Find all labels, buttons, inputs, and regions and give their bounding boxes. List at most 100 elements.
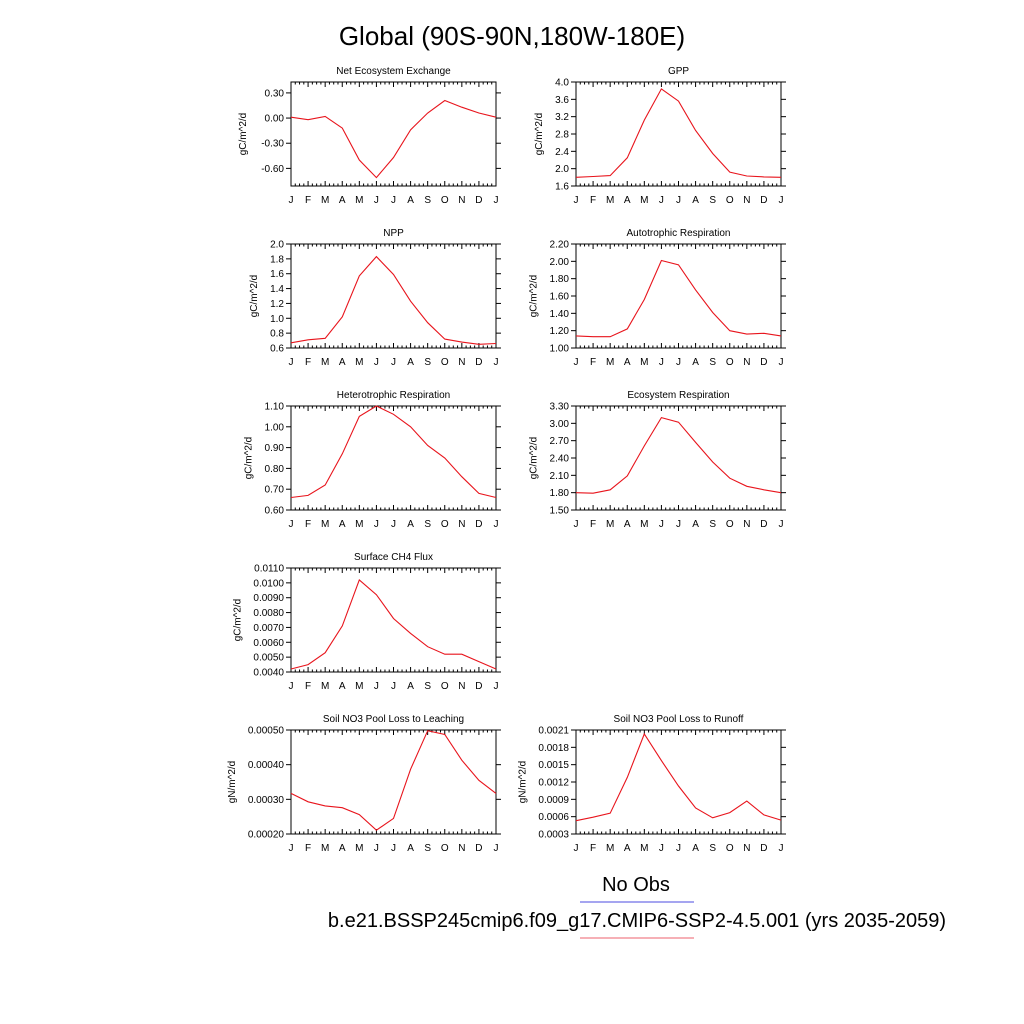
y-tick-label: 1.6 [270,269,284,280]
x-tick-label: A [692,195,699,206]
x-tick-label: M [355,843,363,854]
x-tick-label: M [321,357,329,368]
x-tick-label: N [458,357,465,368]
x-tick-label: F [305,519,311,530]
panel-title: Ecosystem Respiration [627,390,729,401]
x-tick-label: A [692,519,699,530]
y-tick-label: 0.0100 [253,578,284,589]
x-tick-label: D [475,681,482,692]
x-tick-label: J [779,357,784,368]
x-tick-label: J [659,195,664,206]
series-line [290,730,497,831]
x-tick-label: N [743,843,750,854]
figure-title: Global (90S-90N,180W-180E) [339,21,685,51]
x-tick-label: A [624,519,631,530]
panel-title: Soil NO3 Pool Loss to Leaching [323,714,464,725]
series-line [290,255,497,345]
plot-frame [290,405,497,511]
x-tick-label: J [659,843,664,854]
x-tick-label: F [590,195,596,206]
x-tick-label: J [779,195,784,206]
y-tick-label: 1.4 [270,284,284,295]
x-tick-label: J [391,681,396,692]
y-tick-label: 1.00 [550,344,570,355]
x-tick-label: M [355,357,363,368]
y-tick-label: 0.00040 [248,760,285,771]
y-tick-label: 0.00050 [248,726,285,737]
series-line [575,259,782,338]
y-axis-label: gC/m^2/d [249,275,260,318]
x-tick-label: F [590,519,596,530]
y-tick-label: -0.30 [261,139,284,150]
y-tick-label: 3.00 [550,419,570,430]
x-tick-label: J [289,681,294,692]
x-tick-label: A [624,843,631,854]
x-tick-label: A [692,357,699,368]
x-tick-label: S [424,843,431,854]
y-tick-label: 0.0006 [538,812,569,823]
y-tick-label: 1.80 [550,274,570,285]
x-tick-label: M [355,195,363,206]
x-tick-label: A [624,195,631,206]
y-tick-label: 1.80 [550,488,570,499]
x-tick-label: D [760,357,767,368]
x-tick-label: J [659,357,664,368]
y-tick-label: 1.40 [550,309,570,320]
legend: No Obs b.e21.BSSP245cmip6.f09_g17.CMIP6-… [328,874,946,939]
y-tick-label: 0.6 [270,344,284,355]
panel-title: Surface CH4 Flux [354,552,433,563]
x-tick-label: S [424,681,431,692]
y-tick-label: 0.70 [265,485,285,496]
x-tick-label: O [726,357,734,368]
x-tick-label: O [441,195,449,206]
y-tick-label: 0.0050 [253,653,284,664]
x-tick-label: N [743,519,750,530]
x-tick-label: J [494,519,499,530]
x-tick-label: J [374,357,379,368]
y-tick-label: 0.00020 [248,830,285,841]
plot-frame [575,81,782,187]
y-tick-label: 1.60 [550,292,570,303]
x-tick-label: N [458,681,465,692]
x-tick-label: J [374,519,379,530]
x-tick-label: J [676,843,681,854]
x-tick-label: N [743,357,750,368]
x-tick-label: D [760,195,767,206]
panel-title: Soil NO3 Pool Loss to Runoff [614,714,744,725]
plot-frame [575,729,782,835]
y-tick-label: 3.30 [550,402,570,413]
y-axis-label: gN/m^2/d [517,761,528,804]
y-tick-label: 2.20 [550,240,570,251]
y-axis-label: gC/m^2/d [529,437,540,480]
x-tick-label: D [475,357,482,368]
panel-title: Autotrophic Respiration [627,228,731,239]
x-tick-label: J [289,357,294,368]
y-tick-label: 0.0090 [253,593,284,604]
x-tick-label: N [458,843,465,854]
x-tick-label: D [475,195,482,206]
x-tick-label: M [355,519,363,530]
x-tick-label: O [726,843,734,854]
y-tick-label: 1.20 [550,326,570,337]
y-tick-label: 0.0018 [538,743,569,754]
y-tick-label: 0.90 [265,443,285,454]
x-tick-label: F [305,195,311,206]
x-tick-label: M [321,681,329,692]
y-tick-label: 0.0060 [253,638,284,649]
y-tick-label: 0.0012 [538,778,569,789]
x-tick-label: A [692,843,699,854]
x-tick-label: J [494,357,499,368]
y-tick-label: -0.60 [261,164,284,175]
x-tick-label: D [760,843,767,854]
x-tick-label: D [475,843,482,854]
y-tick-label: 0.60 [265,506,285,517]
x-tick-label: J [676,195,681,206]
y-tick-label: 3.6 [555,95,569,106]
series-line [575,732,782,822]
x-tick-label: A [407,843,414,854]
y-axis-label: gN/m^2/d [227,761,238,804]
x-tick-label: J [391,519,396,530]
